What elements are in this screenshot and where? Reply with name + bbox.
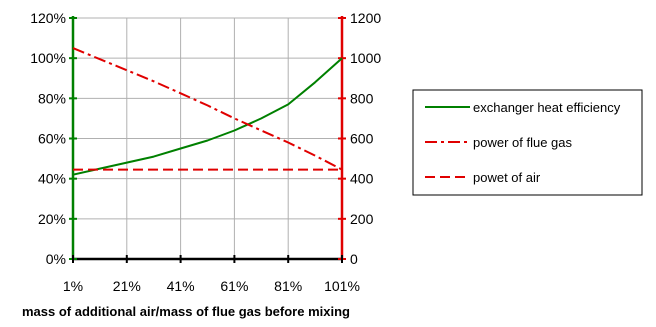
- x-tick-label: 101%: [324, 278, 360, 294]
- gridlines: [73, 17, 342, 259]
- right-tick-label: 800: [350, 90, 374, 106]
- right-tick-label: 200: [350, 211, 374, 227]
- left-tick-label: 20%: [38, 211, 66, 227]
- left-tick-label: 120%: [30, 10, 66, 26]
- left-tick-label: 100%: [30, 50, 66, 66]
- series-line: [72, 57, 343, 176]
- legend-label: powet of air: [473, 170, 541, 185]
- legend-label: power of flue gas: [473, 135, 573, 150]
- left-tick-label: 40%: [38, 171, 66, 187]
- legend-label: exchanger heat efficiency: [473, 100, 621, 115]
- right-tick-label: 1200: [350, 10, 381, 26]
- right-tick-label: 400: [350, 171, 374, 187]
- left-tick-label: 80%: [38, 90, 66, 106]
- right-tick-label: 1000: [350, 50, 381, 66]
- legend: exchanger heat efficiency power of flue g…: [412, 89, 643, 196]
- right-tick-label: 600: [350, 131, 374, 147]
- x-tick-label: 1%: [63, 278, 83, 294]
- axes: [69, 16, 346, 263]
- left-tick-label: 60%: [38, 131, 66, 147]
- series-line: [72, 47, 343, 171]
- x-tick-label: 81%: [274, 278, 302, 294]
- series-lines: [72, 47, 343, 176]
- x-tick-label: 61%: [220, 278, 248, 294]
- x-axis-title: mass of additional air/mass of flue gas …: [22, 304, 350, 319]
- tick-labels: 0% 20% 40% 60% 80% 100% 120% 0 200 400 600 800 1000 1…: [30, 10, 381, 294]
- left-tick-label: 0%: [46, 251, 66, 267]
- x-tick-label: 21%: [113, 278, 141, 294]
- right-tick-label: 0: [350, 251, 358, 267]
- x-tick-label: 41%: [167, 278, 195, 294]
